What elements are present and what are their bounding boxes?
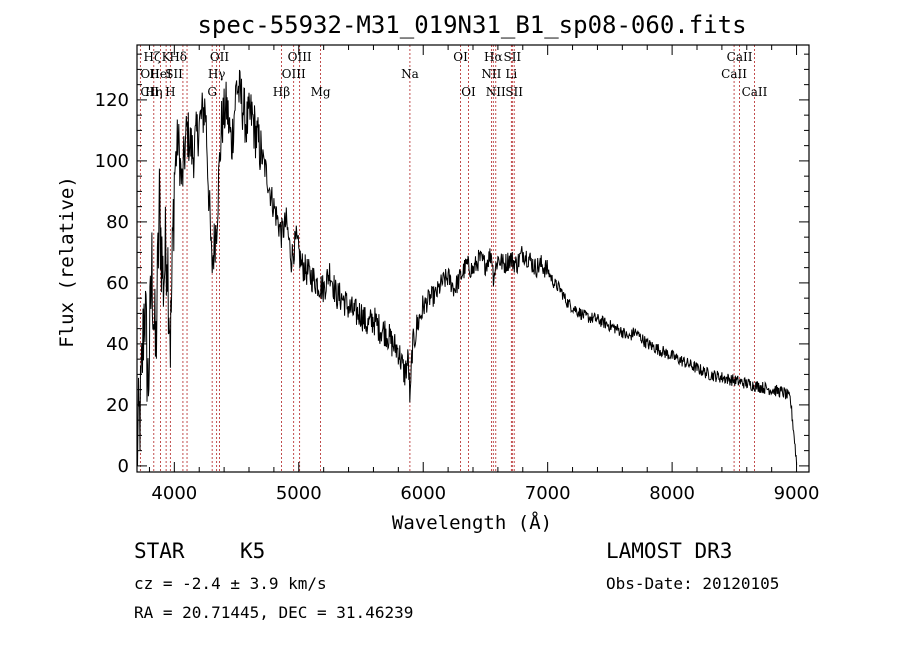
spectral-line-label: G: [207, 85, 217, 99]
plot-frame: [136, 44, 810, 473]
spectral-line-label: K: [162, 50, 172, 64]
y-tick-label: 40: [106, 334, 129, 355]
x-axis-label: Wavelength (Å): [392, 511, 552, 534]
y-tick-label: 100: [95, 151, 129, 172]
x-tick-label: 4000: [151, 483, 197, 504]
x-tick-label: 9000: [774, 483, 820, 504]
spectral-line-label: OI: [453, 50, 468, 64]
spectral-line-label: OI: [461, 85, 476, 99]
coordinates-text: RA = 20.71445, DEC = 31.46239: [134, 603, 413, 622]
spectral-line-label: OII: [140, 67, 160, 81]
y-tick-label: 80: [106, 212, 129, 233]
spectral-line-label: Li: [505, 67, 517, 81]
spectral-line-label: SII: [165, 67, 183, 81]
spectral-line-label: CaII: [721, 67, 747, 81]
spectral-line-label: CII: [140, 85, 159, 99]
spectral-line-label: NII: [486, 85, 506, 99]
spectral-line-label: NII: [481, 67, 501, 81]
y-tick-label: 0: [118, 456, 129, 477]
y-axis-ticks: 0 20 40 60 80 100 120: [95, 53, 809, 477]
y-tick-label: 120: [95, 90, 129, 111]
spectral-lines-layer: [139, 45, 755, 472]
spectral-line-label: CaII: [742, 85, 768, 99]
spectral-line-label: Mg: [311, 85, 331, 99]
spectral-line-label: H: [165, 85, 175, 99]
obs-date-text: Obs-Date: 20120105: [606, 574, 779, 593]
spectral-line-label: CaII: [727, 50, 753, 64]
object-subclass: K5: [240, 539, 265, 563]
x-tick-label: 6000: [400, 483, 446, 504]
spectral-line-label: Hζ: [144, 50, 161, 64]
spectrum-layer: [136, 69, 798, 466]
spectrum-series-line: [136, 69, 798, 466]
spectral-line-label: Hη: [145, 85, 163, 99]
spectral-line-label: Hγ: [208, 67, 226, 81]
spectral-line-label: OII: [210, 50, 230, 64]
y-tick-label: 60: [106, 273, 129, 294]
spectral-line-label: Hα: [484, 50, 503, 64]
x-axis-ticks: 4000 5000 6000 7000 8000 9000: [148, 45, 820, 504]
y-tick-label: 20: [106, 395, 129, 416]
survey-name: LAMOST DR3: [606, 539, 732, 563]
x-tick-label: 8000: [649, 483, 695, 504]
chart-title: spec-55932-M31_019N31_B1_sp08-060.fits: [197, 11, 746, 39]
spectral-line-label: HeI: [149, 67, 172, 81]
spectral-line-label: OIII: [282, 67, 306, 81]
spectral-line-label: Hδ: [169, 50, 187, 64]
y-axis-label: Flux (relative): [56, 176, 78, 348]
x-tick-label: 5000: [276, 483, 322, 504]
x-tick-label: 7000: [525, 483, 571, 504]
spectral-line-label: Hβ: [273, 85, 290, 99]
spectral-line-label: SII: [505, 85, 523, 99]
redshift-text: cz = -2.4 ± 3.9 km/s: [134, 574, 327, 593]
spectral-line-label: OIII: [288, 50, 312, 64]
object-class: STAR: [134, 539, 185, 563]
spectral-line-label: Na: [401, 67, 419, 81]
spectral-line-label: SII: [503, 50, 521, 64]
